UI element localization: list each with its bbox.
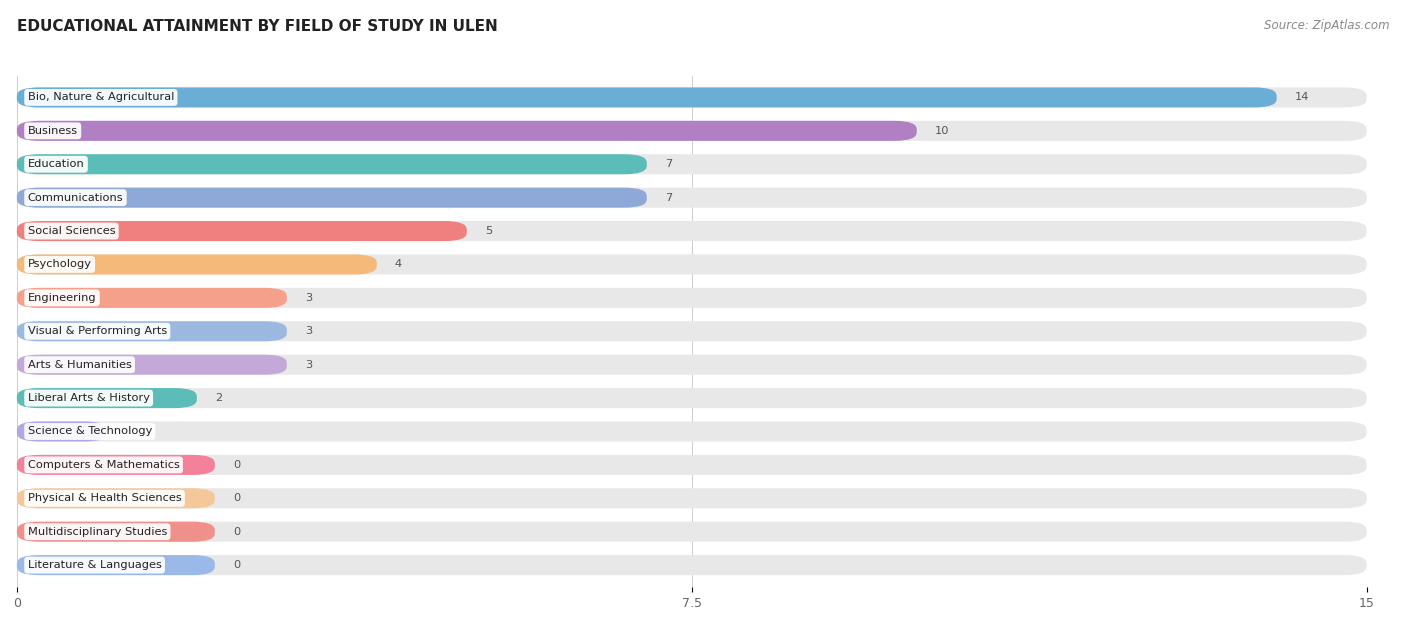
- FancyBboxPatch shape: [17, 88, 1367, 107]
- FancyBboxPatch shape: [17, 221, 1367, 241]
- FancyBboxPatch shape: [17, 488, 215, 509]
- FancyBboxPatch shape: [17, 455, 215, 475]
- FancyBboxPatch shape: [17, 422, 1367, 442]
- Text: Computers & Mathematics: Computers & Mathematics: [28, 460, 180, 470]
- Text: 7: 7: [665, 159, 672, 169]
- FancyBboxPatch shape: [17, 88, 1277, 107]
- FancyBboxPatch shape: [17, 555, 215, 575]
- Text: EDUCATIONAL ATTAINMENT BY FIELD OF STUDY IN ULEN: EDUCATIONAL ATTAINMENT BY FIELD OF STUDY…: [17, 19, 498, 34]
- Text: Arts & Humanities: Arts & Humanities: [28, 360, 132, 370]
- FancyBboxPatch shape: [17, 522, 215, 542]
- Text: Visual & Performing Arts: Visual & Performing Arts: [28, 326, 167, 336]
- FancyBboxPatch shape: [17, 522, 1367, 542]
- Text: 0: 0: [233, 560, 240, 570]
- FancyBboxPatch shape: [17, 488, 1367, 509]
- FancyBboxPatch shape: [17, 254, 1367, 274]
- Text: Liberal Arts & History: Liberal Arts & History: [28, 393, 149, 403]
- Text: 2: 2: [215, 393, 222, 403]
- FancyBboxPatch shape: [17, 288, 287, 308]
- FancyBboxPatch shape: [17, 388, 197, 408]
- Text: Education: Education: [28, 159, 84, 169]
- FancyBboxPatch shape: [17, 254, 377, 274]
- Text: 0: 0: [233, 527, 240, 537]
- Text: Science & Technology: Science & Technology: [28, 427, 152, 437]
- Text: 4: 4: [395, 259, 402, 269]
- FancyBboxPatch shape: [17, 455, 1367, 475]
- Text: 1: 1: [125, 427, 132, 437]
- Text: 7: 7: [665, 192, 672, 203]
- FancyBboxPatch shape: [17, 321, 287, 341]
- Text: Engineering: Engineering: [28, 293, 96, 303]
- Text: 10: 10: [935, 126, 949, 136]
- FancyBboxPatch shape: [17, 422, 107, 442]
- Text: 0: 0: [233, 493, 240, 504]
- FancyBboxPatch shape: [17, 321, 1367, 341]
- Text: Communications: Communications: [28, 192, 124, 203]
- FancyBboxPatch shape: [17, 121, 1367, 141]
- FancyBboxPatch shape: [17, 121, 917, 141]
- Text: Social Sciences: Social Sciences: [28, 226, 115, 236]
- FancyBboxPatch shape: [17, 355, 287, 375]
- FancyBboxPatch shape: [17, 154, 1367, 174]
- Text: 3: 3: [305, 326, 312, 336]
- FancyBboxPatch shape: [17, 221, 467, 241]
- Text: 5: 5: [485, 226, 492, 236]
- Text: Source: ZipAtlas.com: Source: ZipAtlas.com: [1264, 19, 1389, 32]
- Text: 3: 3: [305, 360, 312, 370]
- Text: Bio, Nature & Agricultural: Bio, Nature & Agricultural: [28, 92, 174, 102]
- Text: 0: 0: [233, 460, 240, 470]
- FancyBboxPatch shape: [17, 154, 647, 174]
- FancyBboxPatch shape: [17, 187, 647, 208]
- FancyBboxPatch shape: [17, 388, 1367, 408]
- Text: 3: 3: [305, 293, 312, 303]
- FancyBboxPatch shape: [17, 355, 1367, 375]
- FancyBboxPatch shape: [17, 555, 1367, 575]
- Text: Literature & Languages: Literature & Languages: [28, 560, 162, 570]
- Text: Business: Business: [28, 126, 77, 136]
- FancyBboxPatch shape: [17, 288, 1367, 308]
- FancyBboxPatch shape: [17, 187, 1367, 208]
- Text: 14: 14: [1295, 92, 1309, 102]
- Text: Psychology: Psychology: [28, 259, 91, 269]
- Text: Multidisciplinary Studies: Multidisciplinary Studies: [28, 527, 167, 537]
- Text: Physical & Health Sciences: Physical & Health Sciences: [28, 493, 181, 504]
